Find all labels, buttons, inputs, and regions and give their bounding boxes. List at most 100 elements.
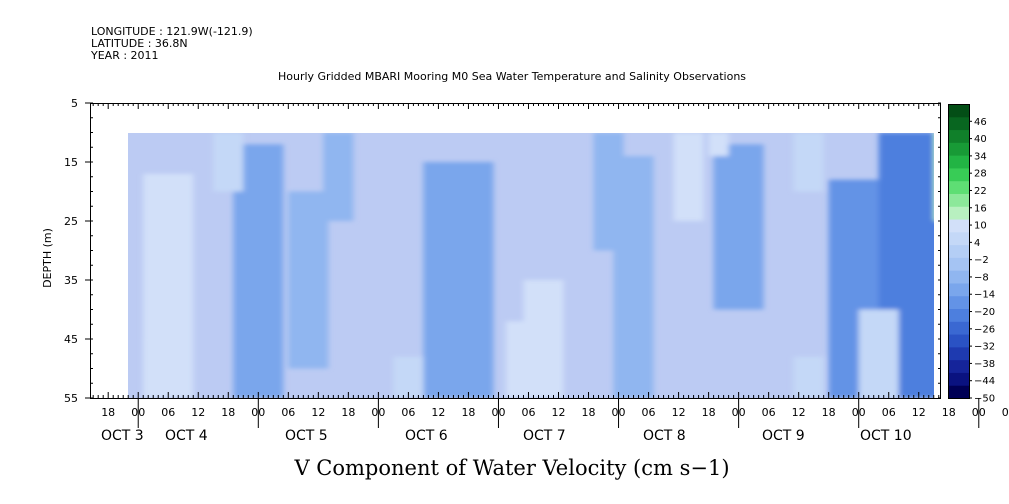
x-hour-label: 18 [101, 406, 115, 419]
colorbar-segment [948, 321, 969, 335]
colorbar-segment [948, 167, 969, 182]
colorbar: 46 40 34 28 22 16 10 4 −2 −8 −14 −20 −26 −32 −38 −44 −50 [948, 104, 995, 405]
x-hour-label: 18 [942, 406, 956, 419]
colorbar-segment [948, 334, 969, 348]
x-hour-label: 18 [582, 406, 596, 419]
colorbar-segment [948, 282, 969, 297]
x-hour-label: 06 [521, 406, 535, 419]
heatmap-cell [793, 356, 824, 398]
heatmap-cell [323, 133, 354, 221]
colorbar-segment [948, 244, 969, 258]
heatmap-cell [423, 162, 494, 398]
colorbar-segment [948, 346, 969, 361]
heatmap-cell [1004, 221, 1009, 398]
y-tick-label: 15 [64, 156, 78, 169]
x-hour-label: 18 [461, 406, 475, 419]
colorbar-segment [948, 180, 969, 194]
colorbar-segment [948, 142, 969, 156]
x-hour-label: 12 [191, 406, 205, 419]
colorbar-tick-label: 34 [974, 151, 987, 162]
colorbar-tick-label: 16 [974, 203, 987, 214]
x-hour-label: 06 [762, 406, 776, 419]
x-hour-label: 06 [281, 406, 295, 419]
y-tick-label: 5 [71, 97, 78, 110]
colorbar-segment [948, 308, 969, 322]
y-tick-label: 25 [64, 215, 78, 228]
colorbar-segment [948, 155, 969, 169]
x-hour-label: 06 [1002, 406, 1009, 419]
heatmap-cell [213, 133, 244, 192]
colorbar-segment [948, 219, 969, 233]
x-day-label: OCT 5 [285, 428, 328, 444]
x-hour-label: 06 [642, 406, 656, 419]
colorbar-frame [948, 104, 970, 399]
y-axis-label: DEPTH (m) [41, 228, 54, 288]
colorbar-segment [948, 372, 969, 386]
colorbar-segment [948, 270, 969, 284]
colorbar-segment [948, 206, 969, 220]
x-hour-label: 12 [431, 406, 445, 419]
colorbar-tick-label: −32 [974, 342, 995, 353]
x-minor-ticks [92, 103, 940, 398]
colorbar-tick-label: 4 [974, 238, 980, 249]
y-tick-label: 35 [64, 274, 78, 287]
colorbar-segment [948, 231, 969, 246]
y-axis: 5 15 25 35 45 55 [64, 97, 941, 405]
colorbar-tick-label: 10 [974, 221, 987, 232]
colorbar-tick-label: −26 [974, 324, 995, 335]
colorbar-tick-label: 28 [974, 169, 987, 180]
latitude-label: LATITUDE : 36.8N [91, 37, 188, 50]
heatmap [128, 133, 1009, 398]
colorbar-tick-label: 46 [974, 117, 987, 128]
heatmap-cell [858, 309, 899, 398]
y-tick-label: 45 [64, 333, 78, 346]
colorbar-segment [948, 129, 969, 143]
x-day-label: OCT 6 [405, 428, 448, 444]
heatmap-cell [593, 133, 624, 251]
x-hour-label: 06 [161, 406, 175, 419]
heatmap-cell [673, 133, 704, 221]
colorbar-tick-label: −44 [974, 376, 995, 387]
colorbar-segment [948, 359, 969, 373]
x-hour-label: 12 [311, 406, 325, 419]
colorbar-segment [948, 385, 969, 399]
heatmap-cell [143, 339, 174, 398]
heatmap-cell [505, 321, 531, 398]
colorbar-tick-label: −8 [974, 272, 989, 283]
x-day-label: OCT 9 [762, 428, 805, 444]
x-hour-label: 06 [882, 406, 896, 419]
colorbar-segment [948, 116, 969, 131]
colorbar-tick-label: −14 [974, 290, 995, 301]
colorbar-tick-label: 22 [974, 186, 987, 197]
x-hour-label: 12 [552, 406, 566, 419]
x-hour-label: 12 [912, 406, 926, 419]
colorbar-segment [948, 295, 969, 310]
x-day-label: OCT 3 [101, 428, 144, 444]
colorbar-tick-label: 40 [974, 134, 987, 145]
x-hour-label: 12 [792, 406, 806, 419]
colorbar-tick-label: −38 [974, 359, 995, 370]
colorbar-segment [948, 104, 969, 118]
x-hour-label: 12 [672, 406, 686, 419]
year-label: YEAR : 2011 [90, 49, 159, 62]
heatmap-cell [713, 144, 764, 310]
x-hour-label: 06 [401, 406, 415, 419]
x-day-label: OCT 4 [165, 428, 208, 444]
colorbar-tick-label: −20 [974, 307, 995, 318]
chart-title: Hourly Gridded MBARI Mooring M0 Sea Wate… [278, 70, 746, 83]
x-hour-label: 18 [221, 406, 235, 419]
x-day-labels: OCT 3 OCT 4 OCT 5 OCT 6 OCT 7 OCT 8 OCT 9 OCT 1… [101, 428, 912, 444]
heatmap-cell [393, 356, 424, 398]
x-day-label: OCT 7 [523, 428, 566, 444]
x-axis-title: V Component of Water Velocity (cm s−1) [293, 456, 729, 480]
x-hour-label: 18 [341, 406, 355, 419]
colorbar-tick-label: −2 [974, 255, 989, 266]
x-hour-label: 18 [702, 406, 716, 419]
y-tick-label: 55 [64, 392, 78, 405]
x-day-label: OCT 8 [643, 428, 686, 444]
x-hour-labels: 18 00 06 12 18 00 06 12 18 00 06 12 18 00 06 12 18 00 06 12… [101, 398, 1009, 428]
colorbar-segment [948, 257, 969, 271]
heatmap-cell [933, 133, 934, 221]
x-hour-label: 18 [822, 406, 836, 419]
